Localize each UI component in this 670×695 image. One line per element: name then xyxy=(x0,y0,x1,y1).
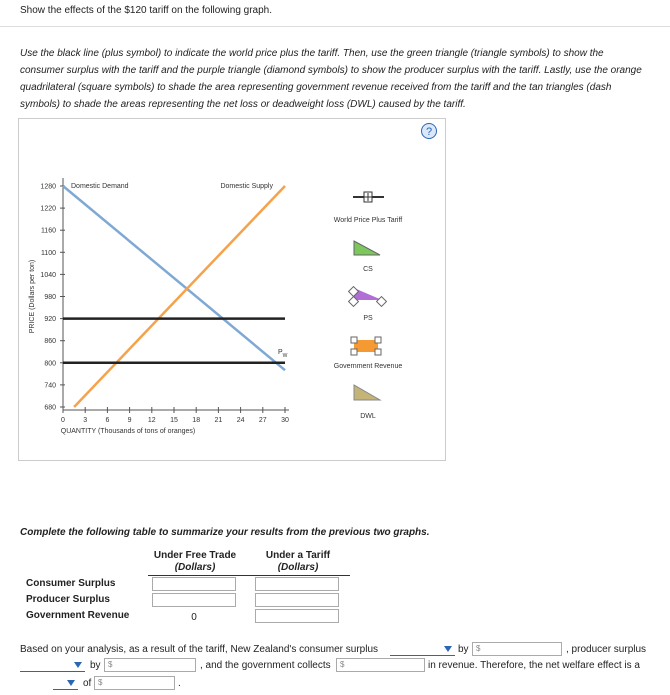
input-box[interactable]: $ xyxy=(94,676,175,690)
tool-world-price[interactable] xyxy=(353,191,384,203)
x-tick-label: 0 xyxy=(61,417,65,424)
sentence-text: , producer surplus xyxy=(566,644,647,655)
sentence-text: by xyxy=(458,644,469,655)
series-label-sub: W xyxy=(283,353,288,359)
cell-value: 0 xyxy=(191,612,197,623)
input-box[interactable]: $ xyxy=(104,658,196,672)
x-tick-label: 15 xyxy=(170,417,178,424)
x-tick-label: 18 xyxy=(192,417,200,424)
tool-gov-revenue[interactable] xyxy=(350,336,382,356)
instructions: Use the black line (plus symbol) to indi… xyxy=(20,48,642,110)
chart-frame xyxy=(18,118,446,461)
y-tick-label: 860 xyxy=(44,338,56,345)
tool-label: DWL xyxy=(360,413,376,420)
y-tick-label: 680 xyxy=(44,405,56,412)
sentence-text: , and the government collects xyxy=(200,660,331,671)
sentence-text: in revenue. Therefore, the net welfare e… xyxy=(428,660,640,671)
column-title: Under Free Trade xyxy=(153,550,237,561)
input-box[interactable]: $ xyxy=(472,642,562,656)
input-box[interactable] xyxy=(255,577,339,591)
dropdown[interactable] xyxy=(20,659,85,672)
x-tick-label: 9 xyxy=(128,417,132,424)
column-unit: (Dollars) xyxy=(277,562,319,573)
series-label-main: P xyxy=(278,349,283,356)
row-label: Producer Surplus xyxy=(26,594,110,605)
y-tick-label: 920 xyxy=(44,316,56,323)
y-axis-label: PRICE (Dollars per ton) xyxy=(29,260,36,334)
y-tick-label: 1220 xyxy=(40,206,56,213)
tool-dwl[interactable] xyxy=(353,384,382,401)
x-axis-label: QUANTITY (Thousands of tons of oranges) xyxy=(61,428,196,435)
x-tick-label: 21 xyxy=(215,417,223,424)
dropdown[interactable] xyxy=(390,643,455,656)
sentence-text: Based on your analysis, as a result of t… xyxy=(20,644,379,655)
column-unit: (Dollars) xyxy=(174,562,216,573)
y-tick-label: 1280 xyxy=(40,184,56,191)
sentence-text: by xyxy=(90,660,101,671)
y-tick-label: 1160 xyxy=(41,228,56,235)
series-label: Domestic Demand xyxy=(71,183,129,190)
input-box[interactable] xyxy=(255,609,339,623)
tool-label: World Price Plus Tariff xyxy=(334,217,403,224)
tool-label: Government Revenue xyxy=(334,363,403,370)
column-title: Under a Tariff xyxy=(265,550,331,561)
series-line xyxy=(62,185,286,372)
series-line xyxy=(73,185,286,408)
tool-cs[interactable] xyxy=(353,240,381,256)
x-tick-label: 3 xyxy=(83,417,87,424)
input-box[interactable] xyxy=(255,593,339,607)
y-tick-label: 800 xyxy=(44,360,56,367)
input-box[interactable]: $ xyxy=(336,658,425,672)
row-label: Consumer Surplus xyxy=(26,578,116,589)
x-tick-label: 6 xyxy=(105,417,109,424)
divider xyxy=(0,26,670,27)
sentence-text: . xyxy=(178,678,181,689)
y-tick-label: 740 xyxy=(44,382,56,389)
header-rule xyxy=(148,575,350,576)
series-label: Domestic Supply xyxy=(220,183,273,190)
y-tick-label: 1040 xyxy=(40,272,56,279)
x-tick-label: 30 xyxy=(281,417,289,424)
input-box[interactable] xyxy=(152,593,236,607)
input-box[interactable] xyxy=(152,577,236,591)
y-tick-label: 980 xyxy=(44,294,56,301)
row-label: Government Revenue xyxy=(26,610,130,621)
series-label: PW xyxy=(278,349,288,359)
dropdown[interactable] xyxy=(53,677,78,690)
tool-label: PS xyxy=(363,315,373,322)
tool-palette xyxy=(347,191,388,401)
table-instruction: Complete the following table to summariz… xyxy=(20,527,430,538)
x-tick-label: 12 xyxy=(148,417,156,424)
sentence-text: of xyxy=(83,678,92,689)
y-tick-label: 1100 xyxy=(41,250,56,257)
x-tick-label: 24 xyxy=(237,417,245,424)
help-button[interactable]: ? xyxy=(421,123,437,139)
header-title: Show the effects of the $120 tariff on t… xyxy=(20,5,273,16)
tool-label: CS xyxy=(363,266,373,273)
tool-ps[interactable] xyxy=(347,285,388,308)
svg-text:?: ? xyxy=(426,126,432,138)
x-tick-label: 27 xyxy=(259,417,267,424)
